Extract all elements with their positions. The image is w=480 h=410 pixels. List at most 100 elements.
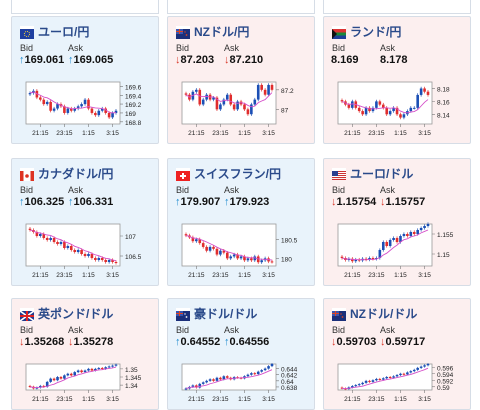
- bid-price: 87.203: [180, 54, 215, 66]
- y-tick-label: 169.4: [125, 93, 142, 100]
- ask-label: Ask: [380, 43, 396, 53]
- candle-body: [94, 258, 97, 260]
- chart-container[interactable]: 1.155 1.15 21:15 23:15 1:15 3:15: [332, 220, 462, 285]
- ask-label: Ask: [68, 185, 84, 195]
- chart-container[interactable]: 0.644 0.642 0.64 0.638 21:15 23:15 1:15 3:15: [176, 360, 306, 409]
- candle-body: [100, 258, 104, 260]
- x-tick-label: 1:15: [394, 396, 407, 403]
- candle-body: [80, 370, 83, 373]
- candle-body: [215, 377, 219, 381]
- currency-pair-title[interactable]: ユーロ/円: [38, 24, 90, 39]
- y-tick-label: 0.638: [281, 385, 298, 392]
- chart-container[interactable]: 87.2 87 21:15 23:15 1:15 3:15: [176, 78, 306, 143]
- candle-body: [351, 101, 354, 108]
- candle-body: [239, 256, 243, 259]
- chart-container[interactable]: 0.596 0.594 0.592 0.59 21:15 23:15 1:15 3:15: [332, 360, 462, 409]
- candle-body: [392, 376, 395, 378]
- rate-card[interactable]: 豪ドル/ドル Bid Ask ↑0.64552 ↑0.64556 0.644 0.642 0.…: [167, 298, 315, 410]
- candle-body: [100, 108, 104, 111]
- bid-price: 179.907: [180, 196, 221, 208]
- rate-card[interactable]: スイスフラン/円 Bid Ask ↑179.907 ↑179.923 180.5 180 21…: [167, 158, 315, 286]
- candle-body: [80, 250, 83, 254]
- candle-body: [412, 369, 416, 372]
- rate-card[interactable]: ランド/円 Bid Ask 8.169 8.178 8.18 8.16 8.14 21:15 23…: [323, 16, 471, 144]
- ask-label: Ask: [224, 43, 240, 53]
- candle-body: [419, 88, 423, 95]
- currency-pair-title[interactable]: ランド/円: [350, 24, 402, 39]
- candle-body: [111, 365, 114, 367]
- y-tick-label: 8.18: [437, 86, 450, 93]
- rate-card[interactable]: 英ポンド/ドル Bid Ask ↓1.35268 ↓1.35278 1.35 1.345 1.…: [11, 298, 159, 410]
- chart-container[interactable]: 1.35 1.345 1.34 21:15 23:15 1:15 3:15: [20, 360, 150, 409]
- bid-arrow-icon: ↑: [19, 54, 25, 66]
- y-tick-label: 106.5: [125, 254, 142, 261]
- ask-arrow-icon: ↓: [380, 196, 386, 208]
- candle-body: [243, 256, 246, 261]
- candle-body: [378, 250, 382, 258]
- currency-pair-title[interactable]: NZドル/円: [194, 24, 250, 39]
- candle-body: [225, 252, 229, 259]
- candlestick-chart: 87.2 87 21:15 23:15 1:15 3:15: [181, 81, 294, 137]
- currency-pair-title[interactable]: スイスフラン/円: [194, 166, 281, 181]
- rate-card[interactable]: NZドル/ドル Bid Ask ↓0.59703 ↓0.59717 0.596 0.594 0…: [323, 298, 471, 410]
- candle-body: [416, 367, 419, 370]
- candle-body: [69, 373, 73, 376]
- rate-card[interactable]: NZドル/円 Bid Ask ↓87.203 ↓87.210 87.2 87 21:15 23:…: [167, 16, 315, 144]
- bid-price: 169.061: [24, 54, 65, 66]
- chart-container[interactable]: 180.5 180 21:15 23:15 1:15 3:15: [176, 220, 306, 285]
- candle-body: [402, 114, 406, 118]
- candle-body: [232, 254, 236, 257]
- chart-container[interactable]: 169.6 169.4 169.2 169 168.8 21:15 23:15 1:15 3:1…: [20, 78, 150, 143]
- y-tick-label: 1.35: [125, 367, 138, 374]
- currency-pair-title[interactable]: 英ポンド/ドル: [38, 306, 114, 321]
- candle-body: [364, 107, 368, 115]
- candle-body: [347, 258, 351, 260]
- candle-body: [260, 260, 263, 263]
- candle-body: [52, 108, 56, 111]
- candle-body: [378, 101, 382, 105]
- candle-body: [388, 240, 392, 246]
- ask-value: ↑106.331: [68, 196, 113, 208]
- ask-label: Ask: [380, 185, 396, 195]
- ask-label: Ask: [68, 43, 84, 53]
- candle-body: [426, 364, 430, 366]
- candle-body: [201, 99, 205, 105]
- y-tick-label: 0.596: [437, 365, 454, 372]
- chart-container[interactable]: 107 106.5 21:15 23:15 1:15 3:15: [20, 220, 150, 285]
- chart-container[interactable]: 8.18 8.16 8.14 21:15 23:15 1:15 3:15: [332, 78, 462, 143]
- bid-arrow-icon: ↓: [331, 336, 337, 348]
- candle-body: [371, 258, 375, 259]
- ask-price: 0.59717: [385, 336, 426, 348]
- candle-body: [419, 366, 423, 368]
- moving-average-line: [341, 99, 429, 114]
- us-flag-icon: [332, 168, 346, 180]
- rate-card[interactable]: ユーロ/ドル Bid Ask ↓1.15754 ↓1.15757 1.155 1.15 21:…: [323, 158, 471, 286]
- x-tick-label: 23:15: [56, 130, 73, 137]
- gb-flag-icon: [19, 308, 35, 322]
- card-header: ランド/円: [332, 23, 401, 39]
- candle-body: [375, 258, 378, 259]
- candle-body: [392, 238, 395, 240]
- ask-arrow-icon: ↓: [224, 54, 230, 66]
- moving-average-line: [185, 92, 273, 108]
- nz-flag-icon: [332, 308, 346, 321]
- previous-card-stub: [167, 0, 315, 14]
- plot-area: [337, 223, 433, 267]
- currency-pair-title[interactable]: NZドル/ドル: [350, 306, 418, 321]
- candle-body: [368, 107, 371, 112]
- currency-pair-title[interactable]: 豪ドル/ドル: [194, 306, 258, 321]
- candle-body: [28, 93, 32, 95]
- rate-card[interactable]: ユーロ/円 Bid Ask ↑169.061 ↑169.065 169.6 169.4 169…: [11, 16, 159, 144]
- x-tick-label: 3:15: [106, 130, 119, 137]
- rate-card[interactable]: カナダドル/円 Bid Ask ↑106.325 ↑106.331 107 106.5 21:…: [11, 158, 159, 286]
- candle-body: [263, 368, 267, 371]
- ask-value: ↓87.210: [224, 54, 263, 66]
- x-tick-label: 21:15: [344, 272, 361, 279]
- currency-pair-title[interactable]: カナダドル/円: [38, 166, 114, 181]
- candle-body: [375, 378, 378, 381]
- candle-body: [111, 260, 114, 262]
- currency-pair-title[interactable]: ユーロ/ドル: [350, 166, 414, 181]
- candle-body: [260, 370, 263, 372]
- bid-value: ↓0.59703: [331, 336, 376, 348]
- x-tick-label: 23:15: [368, 396, 385, 403]
